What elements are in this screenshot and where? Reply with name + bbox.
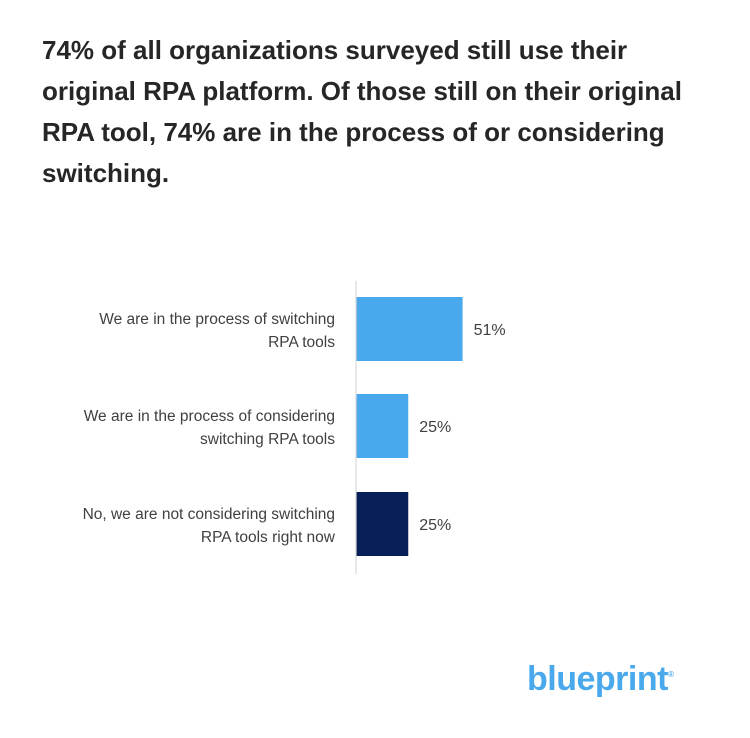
category-label-1-line-2: RPA tools xyxy=(268,334,335,351)
data-label-3: 25% xyxy=(419,517,451,534)
blueprint-logo: blueprint® xyxy=(527,660,674,699)
chart-title: 74% of all organizations surveyed still … xyxy=(42,35,682,188)
logo-text: blueprint xyxy=(527,660,668,698)
category-label-2-line-1: We are in the process of considering xyxy=(84,408,335,425)
category-label-3-line-1: No, we are not considering switching xyxy=(83,506,335,523)
bar-3 xyxy=(356,492,409,556)
category-label-2-line-2: switching RPA tools xyxy=(200,431,335,448)
data-label-2: 25% xyxy=(419,419,451,436)
category-label-3-line-2: RPA tools right now xyxy=(201,529,336,546)
category-label-1-line-1: We are in the process of switching xyxy=(99,311,335,328)
logo-mark: ® xyxy=(667,670,674,679)
data-label-1: 51% xyxy=(474,322,506,339)
bar-2 xyxy=(356,394,409,458)
bar-1 xyxy=(356,297,463,361)
